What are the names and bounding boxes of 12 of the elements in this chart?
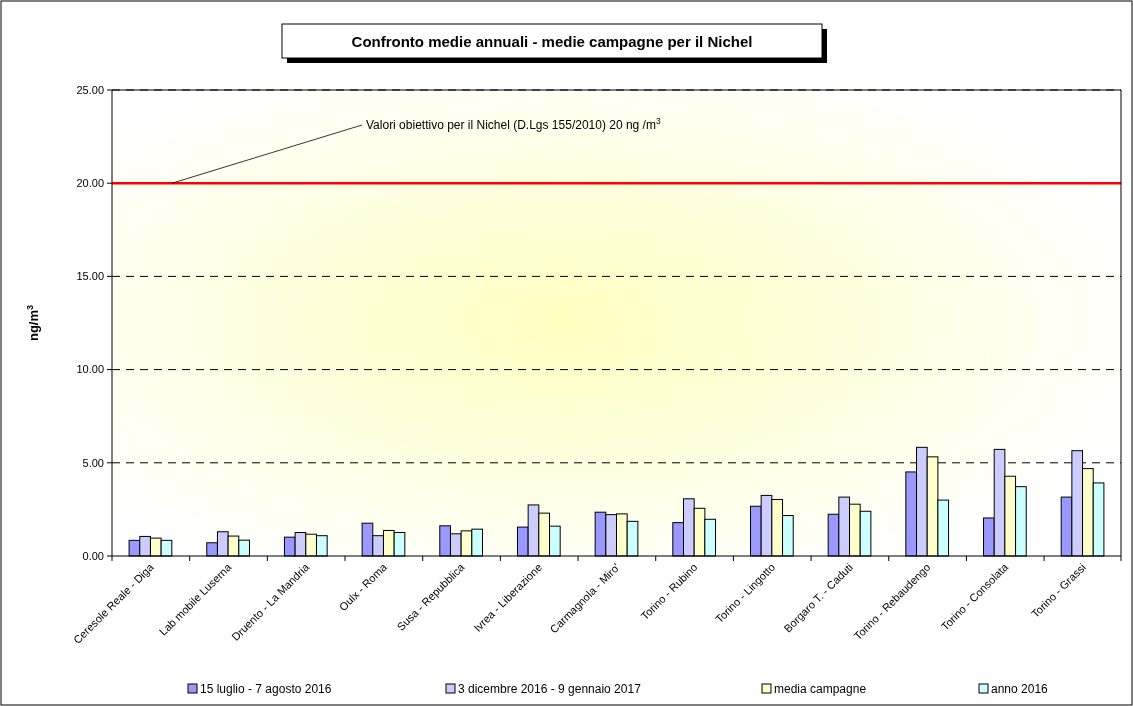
y-tick-label: 25.00	[76, 83, 104, 96]
legend-label: 3 dicembre 2016 - 9 gennaio 2017	[458, 682, 642, 696]
legend-label: anno 2016	[991, 682, 1049, 696]
ref-line-label: Valori obiettivo per il Nichel (D.Lgs 155/2010) 20 ng /m$^{3}$	[366, 116, 661, 132]
y-tick-label: 10.00	[76, 363, 104, 376]
y-tick-label: 15.00	[76, 270, 104, 283]
y-tick-label: 20.00	[76, 177, 104, 190]
chart-title: Confronto medie annuali - medie campagne per il Nichel	[351, 33, 753, 50]
legend-label: 15 luglio - 7 agosto 2016	[200, 682, 332, 696]
legend-label: media campagne	[774, 682, 867, 696]
y-tick-label: 5.00	[82, 456, 104, 469]
y-tick-label: 0.00	[82, 549, 104, 562]
